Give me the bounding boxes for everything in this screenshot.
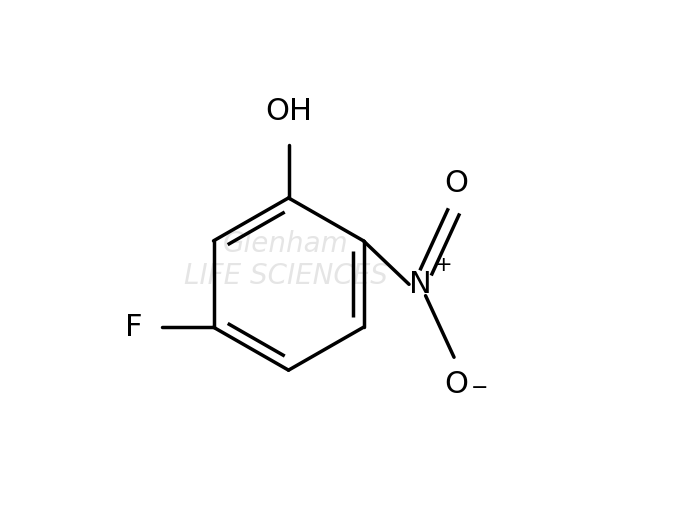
Text: −: − — [471, 379, 489, 398]
Text: N: N — [409, 270, 432, 299]
Text: Glenham
LIFE SCIENCES: Glenham LIFE SCIENCES — [184, 230, 388, 290]
Text: O: O — [445, 169, 468, 198]
Text: +: + — [435, 255, 452, 275]
Text: O: O — [445, 370, 468, 399]
Text: F: F — [125, 313, 142, 342]
Text: OH: OH — [265, 97, 312, 125]
